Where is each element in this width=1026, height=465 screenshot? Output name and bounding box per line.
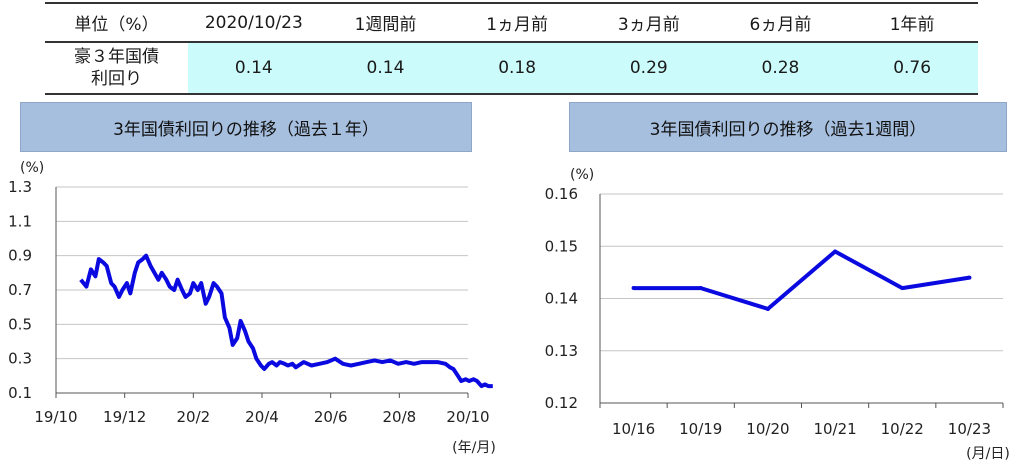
y-tick-label: 0.5 [8,315,32,333]
series-line-1year [79,253,493,389]
value-cell: 0.76 [846,42,978,95]
value-cell: 0.18 [451,42,583,95]
data-point [900,286,905,291]
y-tick-label: 0.3 [8,350,32,368]
value-cell: 0.29 [582,42,715,95]
data-point [833,249,838,254]
chart-title-1year: 3年国債利回りの推移（過去１年） [20,102,472,152]
data-point [765,306,770,311]
y-tick-label: 0.12 [545,394,578,412]
header-cell: 1年前 [846,2,978,43]
row-label-line2: 利回り [91,69,142,89]
x-tick-label: 10/19 [679,420,722,438]
value-cell: 0.28 [714,42,847,95]
header-cell: 3ヵ月前 [582,2,715,43]
x-tick-label: 10/23 [948,420,991,438]
data-point [698,286,703,291]
y-unit-label: (%) [570,167,594,183]
header-cell: 1ヵ月前 [451,2,583,43]
header-cell: 単位（%） [45,2,188,43]
summary-value-row: 豪３年国債 利回り 0.14 0.14 0.18 0.29 0.28 0.76 [45,42,978,95]
value-cell: 0.14 [319,42,452,95]
x-tick-label: 20/2 [176,408,210,426]
value-cell: 0.14 [188,42,320,95]
x-tick-label: 20/10 [446,408,489,426]
x-tick-label: 19/10 [34,408,77,426]
header-cell: 2020/10/23 [188,2,320,43]
header-cell: 1週間前 [319,2,452,43]
x-tick-label: 10/21 [813,420,856,438]
data-point [631,286,636,291]
x-tick-label: 20/4 [245,408,279,426]
header-cell: 6ヵ月前 [714,2,847,43]
yield-summary-table: 単位（%） 2020/10/23 1週間前 1ヵ月前 3ヵ月前 6ヵ月前 1年前… [45,2,978,95]
x-tick-label: 20/8 [382,408,416,426]
summary-header-row: 単位（%） 2020/10/23 1週間前 1ヵ月前 3ヵ月前 6ヵ月前 1年前 [45,2,978,43]
y-tick-label: 0.16 [545,185,578,203]
x-tick-label: 10/20 [746,420,789,438]
y-tick-label: 0.14 [545,290,578,308]
y-tick-label: 0.7 [8,281,32,299]
x-tick-label: 20/6 [314,408,348,426]
row-label-line1: 豪３年国債 [74,47,159,67]
y-tick-label: 0.1 [8,384,32,402]
x-unit-label: (月/日) [966,446,1010,462]
y-tick-label: 0.9 [8,247,32,265]
row-label: 豪３年国債 利回り [45,42,188,95]
y-unit-label: (%) [20,160,44,176]
series-line-1week [633,249,970,311]
chart-title-1week: 3年国債利回りの推移（過去1週間） [569,102,1007,152]
x-tick-label: 19/12 [103,408,146,426]
y-tick-label: 1.3 [8,178,32,196]
y-tick-label: 0.13 [545,342,578,360]
x-tick-label: 10/22 [881,420,924,438]
x-tick-label: 10/16 [612,420,655,438]
y-tick-label: 0.15 [545,237,578,255]
y-tick-label: 1.1 [8,212,32,230]
data-point [967,275,972,280]
x-unit-label: (年/月) [452,440,496,456]
